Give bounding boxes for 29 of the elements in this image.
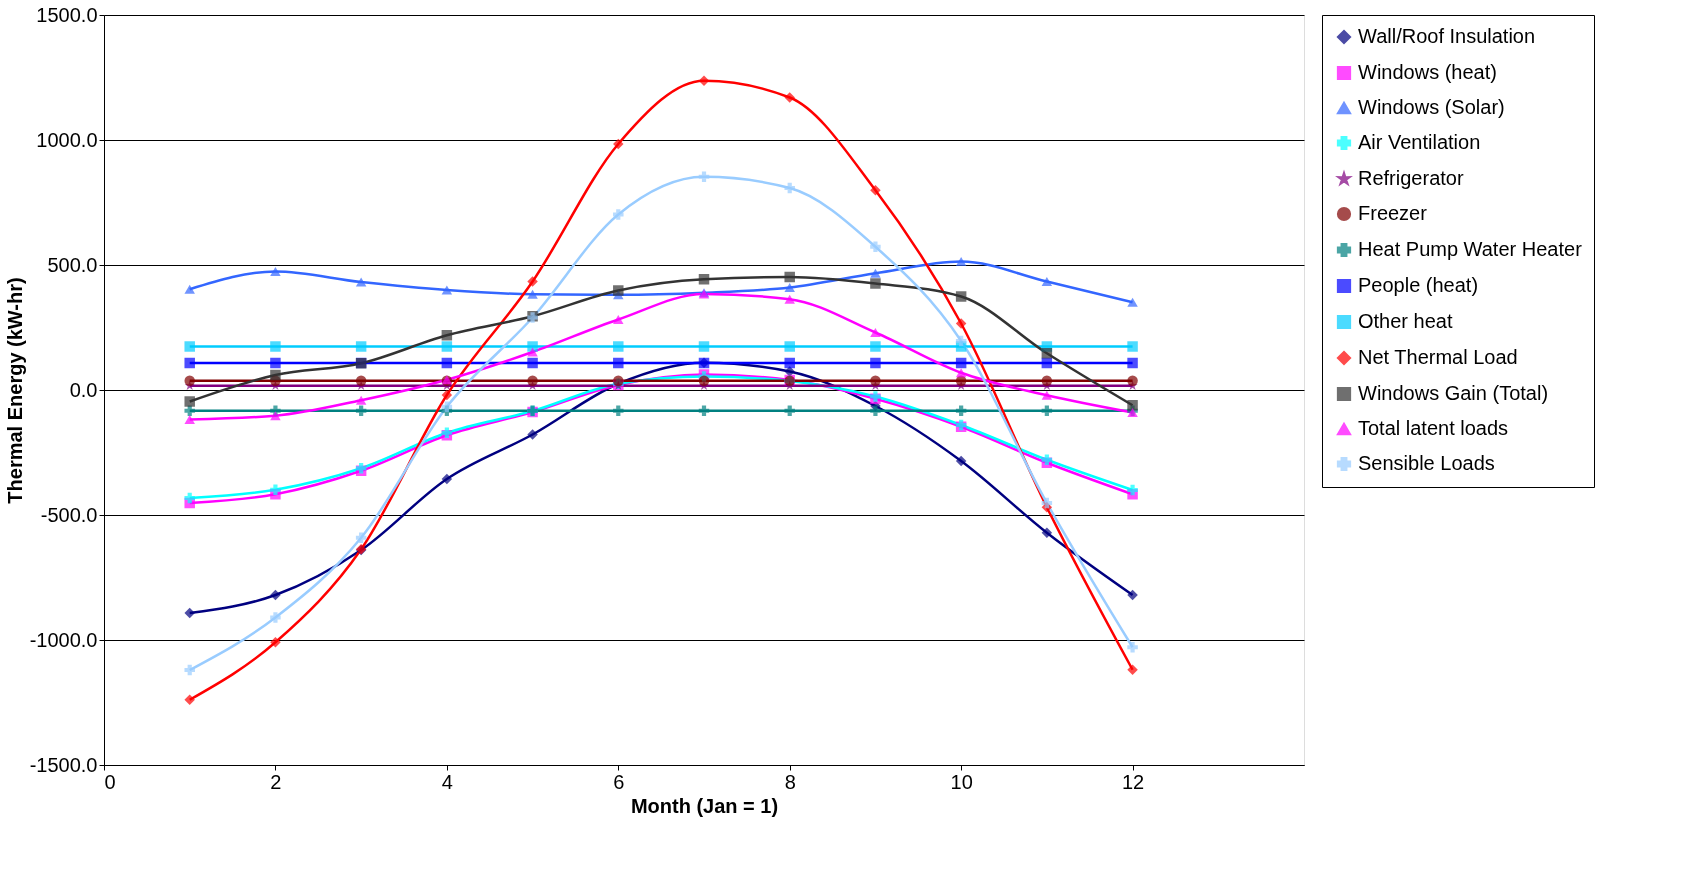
legend-label: Windows (Solar) — [1358, 96, 1505, 118]
legend-label: Wall/Roof Insulation — [1358, 25, 1536, 47]
y-tick-label: -1500.0 — [29, 753, 98, 776]
legend-label: Windows (heat) — [1358, 61, 1497, 83]
legend-label: Heat Pump Water Heater — [1358, 238, 1583, 260]
legend-label: Refrigerator — [1358, 167, 1464, 189]
legend-label: Windows Gain (Total) — [1358, 382, 1549, 404]
y-tick-label: 500.0 — [47, 253, 98, 276]
x-tick-label: 6 — [613, 770, 625, 793]
legend-label: Air Ventilation — [1358, 131, 1481, 153]
x-tick-label: 10 — [950, 770, 973, 793]
y-tick-label: -1000.0 — [29, 628, 98, 651]
x-axis-title: Month (Jan = 1) — [630, 794, 779, 817]
y-axis-title: Thermal Energy (kW-hr) — [3, 277, 26, 504]
legend-label: Net Thermal Load — [1358, 346, 1518, 368]
legend-label: Sensible Loads — [1358, 452, 1495, 474]
x-tick-label: 2 — [270, 770, 282, 793]
y-tick-label: 0.0 — [69, 378, 98, 401]
x-tick-label: 12 — [1121, 770, 1145, 793]
y-tick-label: 1000.0 — [36, 128, 98, 151]
legend-label: People (heat) — [1358, 274, 1479, 296]
legend-label: Total latent loads — [1358, 417, 1509, 439]
y-tick-label: 1500.0 — [36, 3, 98, 26]
legend-label: Freezer — [1358, 202, 1428, 224]
x-tick-label: 0 — [104, 770, 116, 793]
legend-label: Other heat — [1358, 310, 1453, 332]
x-tick-label: 8 — [784, 770, 796, 793]
y-tick-label: -500.0 — [40, 503, 98, 526]
x-tick-label: 4 — [441, 770, 453, 793]
